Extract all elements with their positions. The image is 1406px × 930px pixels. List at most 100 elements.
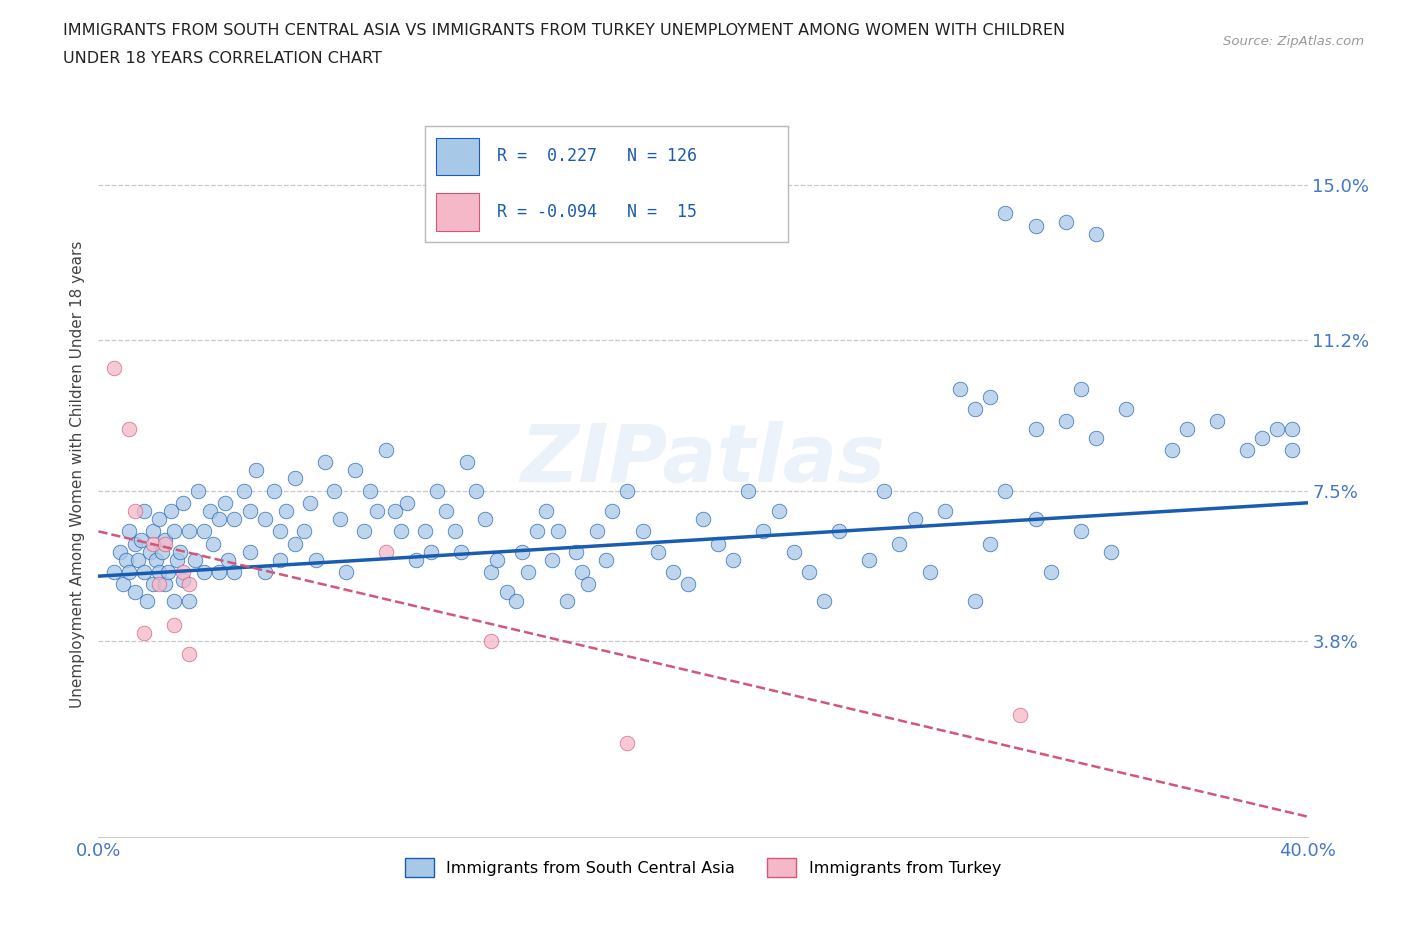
Point bbox=[323, 484, 346, 498]
Point bbox=[949, 381, 972, 396]
Point bbox=[420, 544, 443, 559]
Point bbox=[153, 577, 176, 591]
Point bbox=[692, 512, 714, 526]
Point bbox=[142, 577, 165, 591]
Text: ZIPatlas: ZIPatlas bbox=[520, 420, 886, 498]
Point bbox=[426, 484, 449, 498]
Point bbox=[752, 524, 775, 538]
Point bbox=[510, 544, 533, 559]
Point bbox=[253, 565, 276, 579]
Point bbox=[1070, 381, 1092, 396]
Point bbox=[1085, 226, 1108, 241]
Point bbox=[142, 524, 165, 538]
Text: Source: ZipAtlas.com: Source: ZipAtlas.com bbox=[1223, 35, 1364, 48]
Point bbox=[486, 552, 509, 567]
Point bbox=[994, 206, 1017, 221]
Point bbox=[124, 585, 146, 600]
Point bbox=[1024, 512, 1046, 526]
Point bbox=[1251, 431, 1274, 445]
Point bbox=[813, 593, 835, 608]
Point bbox=[676, 577, 699, 591]
Point bbox=[661, 565, 683, 579]
Point bbox=[631, 524, 654, 538]
Point bbox=[647, 544, 669, 559]
Point bbox=[465, 484, 488, 498]
Point bbox=[360, 484, 382, 498]
Point bbox=[284, 471, 307, 485]
Point bbox=[395, 496, 418, 511]
Point bbox=[179, 577, 201, 591]
Point bbox=[344, 463, 367, 478]
Y-axis label: Unemployment Among Women with Children Under 18 years: Unemployment Among Women with Children U… bbox=[69, 241, 84, 708]
Point bbox=[1024, 219, 1046, 233]
Point bbox=[374, 544, 396, 559]
Point bbox=[166, 552, 188, 567]
Point bbox=[1236, 443, 1258, 458]
Point bbox=[118, 422, 141, 437]
Point bbox=[1281, 443, 1303, 458]
Point bbox=[124, 503, 146, 518]
Text: UNDER 18 YEARS CORRELATION CHART: UNDER 18 YEARS CORRELATION CHART bbox=[63, 51, 382, 66]
Point bbox=[139, 544, 162, 559]
Point bbox=[1010, 708, 1032, 723]
Point bbox=[1115, 402, 1137, 417]
Point bbox=[481, 634, 503, 649]
Point bbox=[1099, 544, 1122, 559]
Point bbox=[768, 503, 790, 518]
Point bbox=[156, 565, 179, 579]
Point bbox=[934, 503, 956, 518]
Point bbox=[179, 524, 201, 538]
Point bbox=[965, 402, 987, 417]
Point bbox=[366, 503, 388, 518]
Point bbox=[1160, 443, 1182, 458]
Point bbox=[1267, 422, 1289, 437]
Point bbox=[172, 496, 194, 511]
Point bbox=[145, 552, 167, 567]
Point bbox=[118, 524, 141, 538]
Point bbox=[889, 536, 911, 551]
Point bbox=[994, 484, 1017, 498]
Point bbox=[1070, 524, 1092, 538]
Point bbox=[132, 565, 155, 579]
Point bbox=[187, 484, 209, 498]
Point bbox=[405, 552, 427, 567]
Point bbox=[737, 484, 759, 498]
Point bbox=[565, 544, 588, 559]
Point bbox=[444, 524, 467, 538]
Point bbox=[534, 503, 557, 518]
Point bbox=[384, 503, 406, 518]
Point bbox=[153, 536, 176, 551]
Point bbox=[858, 552, 880, 567]
Point bbox=[571, 565, 593, 579]
Point bbox=[269, 552, 291, 567]
Point bbox=[163, 524, 186, 538]
Point bbox=[148, 512, 170, 526]
Point bbox=[828, 524, 851, 538]
Point bbox=[616, 736, 638, 751]
Point bbox=[797, 565, 820, 579]
Point bbox=[353, 524, 375, 538]
Point bbox=[540, 552, 562, 567]
Point bbox=[918, 565, 941, 579]
Point bbox=[335, 565, 357, 579]
Point bbox=[193, 524, 215, 538]
Point bbox=[208, 512, 231, 526]
Point bbox=[253, 512, 276, 526]
Point bbox=[979, 390, 1001, 405]
Point bbox=[214, 496, 236, 511]
Point bbox=[108, 544, 131, 559]
Point bbox=[595, 552, 617, 567]
Point bbox=[456, 455, 478, 470]
Point bbox=[160, 503, 183, 518]
Point bbox=[193, 565, 215, 579]
Point bbox=[1206, 414, 1229, 429]
Point bbox=[292, 524, 315, 538]
Point bbox=[153, 532, 176, 547]
Point bbox=[132, 626, 155, 641]
Point bbox=[172, 565, 194, 579]
Point bbox=[723, 552, 745, 567]
Point bbox=[224, 565, 246, 579]
Point bbox=[239, 503, 262, 518]
Point bbox=[1054, 414, 1077, 429]
Point bbox=[169, 544, 191, 559]
